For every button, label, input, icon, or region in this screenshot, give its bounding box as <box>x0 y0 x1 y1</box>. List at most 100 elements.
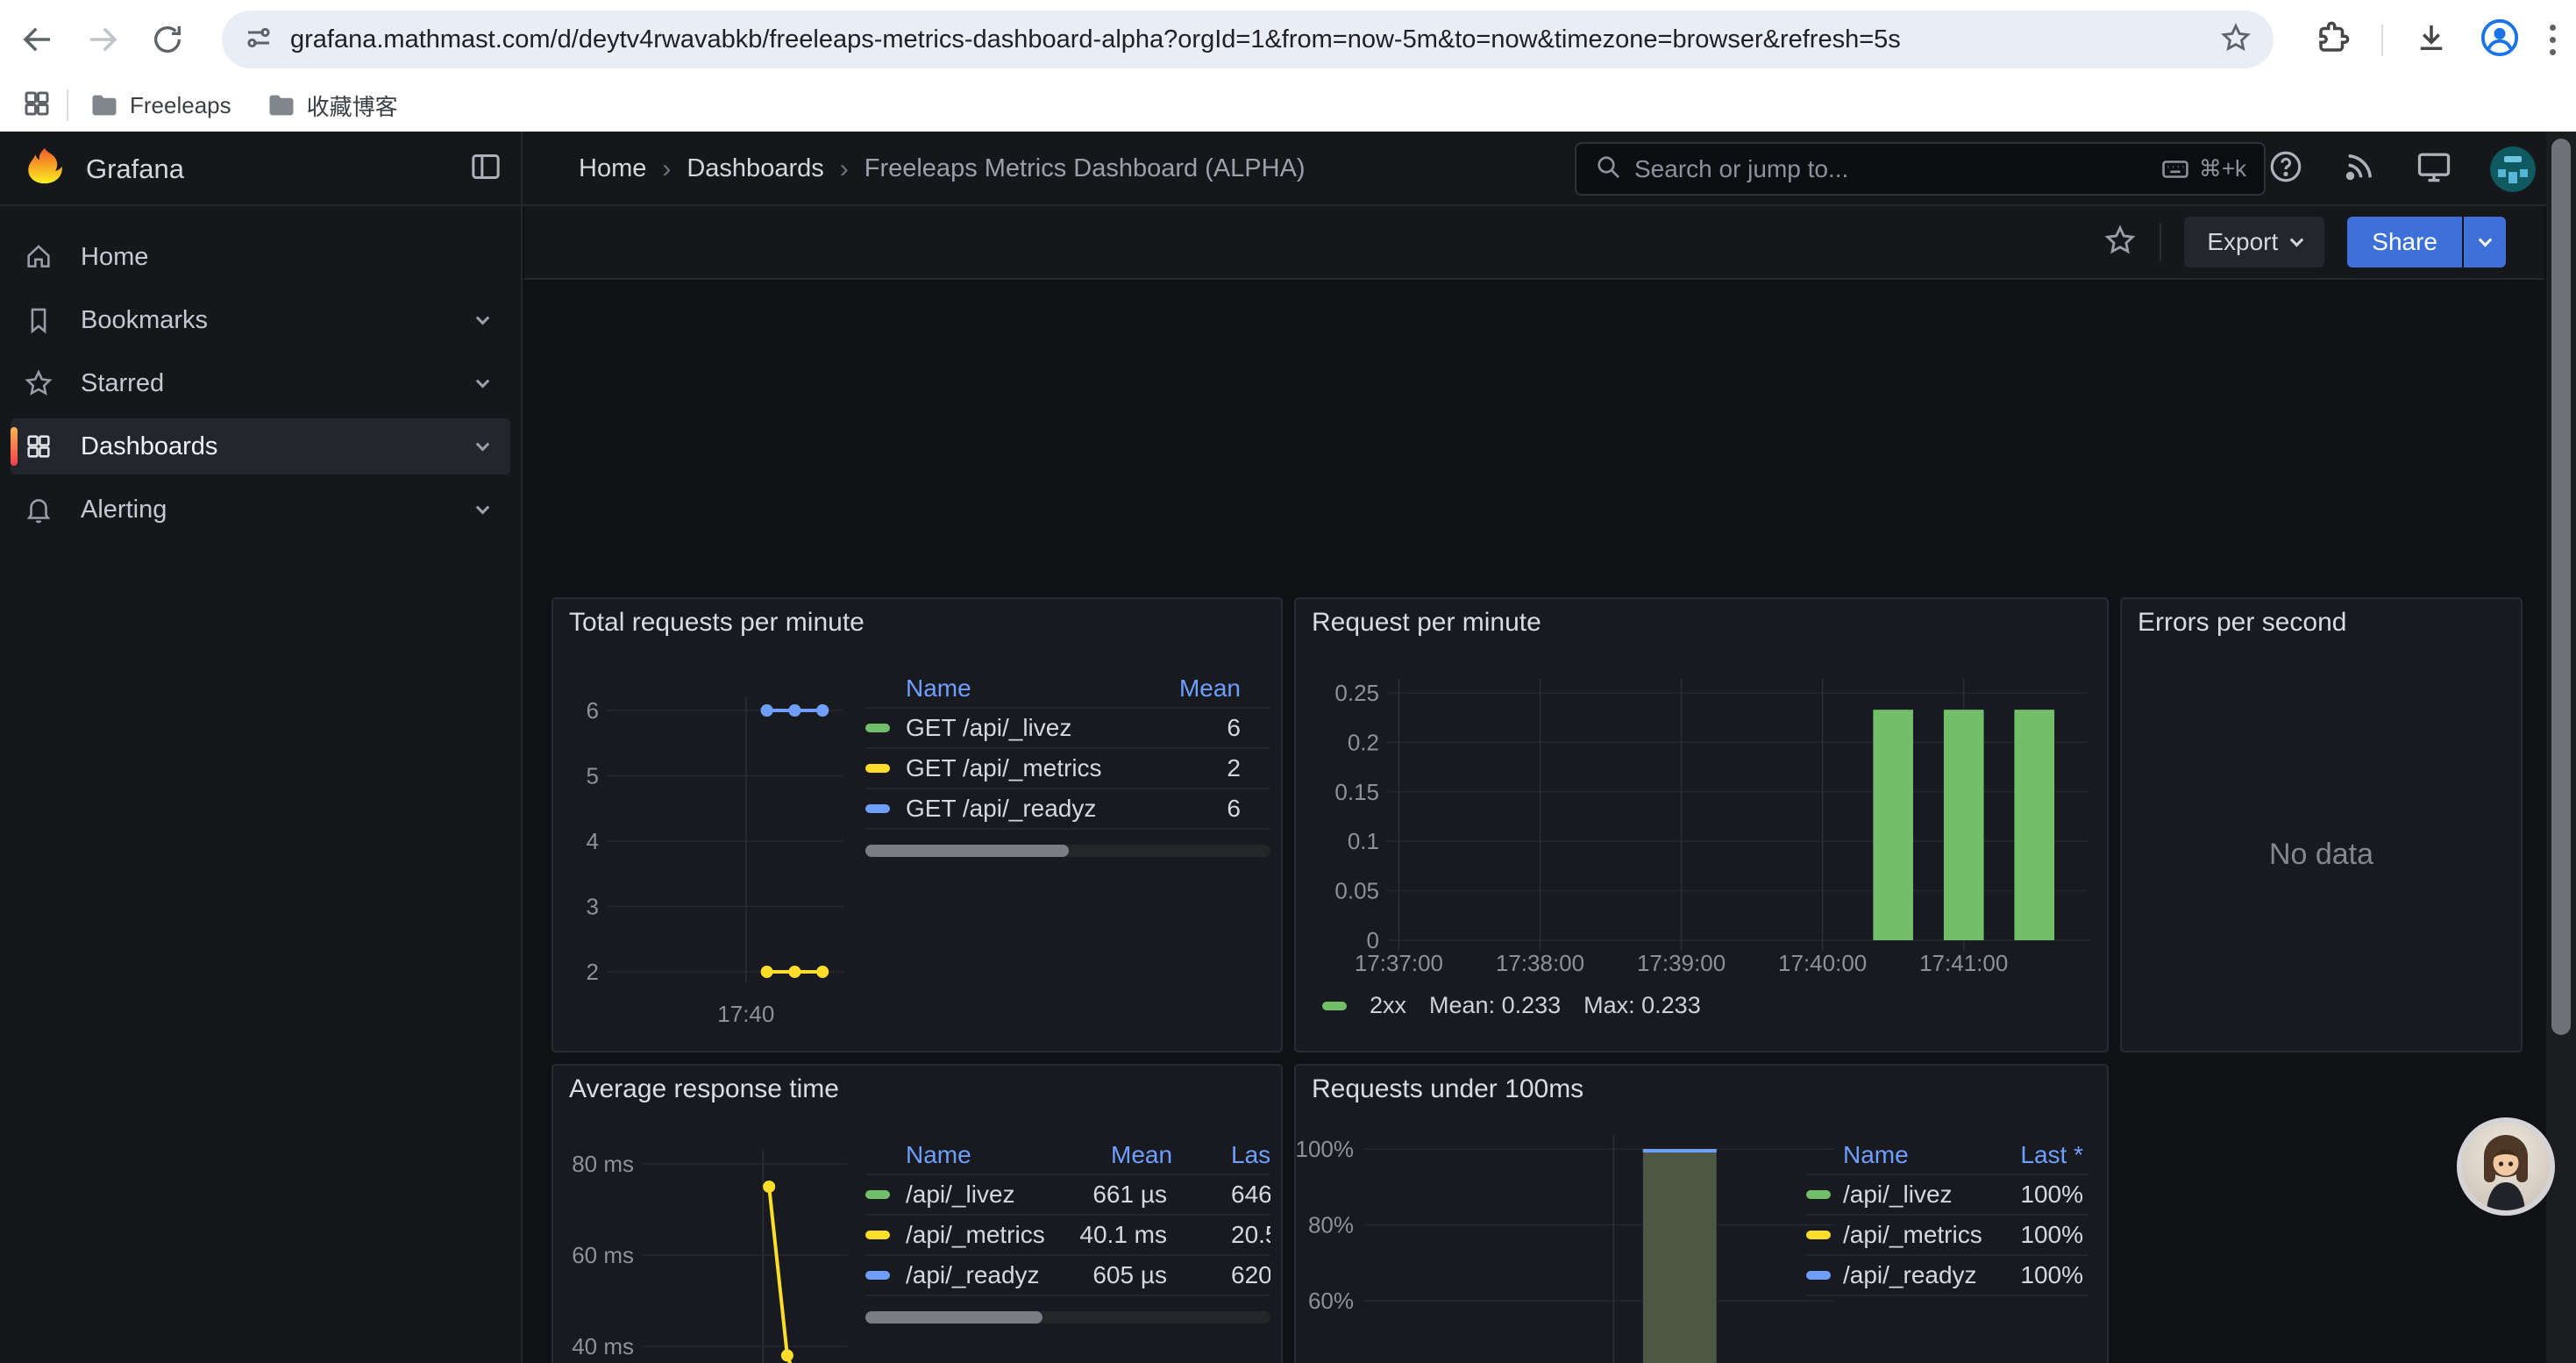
table-header-cell[interactable]: Last * <box>1231 1140 1270 1168</box>
table-scrollbar[interactable] <box>865 1311 1270 1324</box>
site-settings-icon[interactable] <box>243 22 274 58</box>
chart-bar <box>1642 1149 1717 1363</box>
panel-title[interactable]: Requests under 100ms <box>1312 1074 1584 1103</box>
table-cell-value: 661 µs <box>1092 1181 1167 1208</box>
sidebar-item-starred[interactable]: Starred <box>11 355 510 411</box>
news-rss-icon[interactable] <box>2341 148 2378 189</box>
table-row[interactable]: /api/_readyz 100% <box>1806 1256 2089 1296</box>
chevron-down-icon[interactable] <box>475 374 490 388</box>
sidebar-toggle-icon[interactable] <box>468 149 503 189</box>
url-text[interactable]: grafana.mathmast.com/d/deytv4rwavabkb/fr… <box>290 25 1901 54</box>
export-button[interactable]: Export <box>2184 217 2325 268</box>
profile-avatar-icon[interactable] <box>2480 18 2520 62</box>
table-header-cell[interactable]: Last * <box>2020 1140 2083 1168</box>
dashboard-canvas: Total requests per minute 6 5 4 3 2 17:40 Nam… <box>524 282 2544 1363</box>
panel-title[interactable]: Errors per second <box>2138 608 2347 637</box>
table-header-cell[interactable]: Name <box>906 674 971 702</box>
panel-title[interactable]: Request per minute <box>1312 608 1541 637</box>
chart-bar <box>2014 710 2055 940</box>
reload-icon[interactable] <box>147 19 188 60</box>
kiosk-monitor-icon[interactable] <box>2415 147 2453 190</box>
downloads-icon[interactable] <box>2413 19 2450 61</box>
legend-table: Name Mean Last * /api/_livez 661 µs 646 µs/ap… <box>865 1136 1270 1296</box>
header-divider <box>2160 224 2162 260</box>
data-point <box>780 1349 793 1362</box>
toolbar-divider <box>2381 24 2383 56</box>
extensions-icon[interactable] <box>2315 19 2352 61</box>
panel-title[interactable]: Total requests per minute <box>569 608 865 637</box>
table-row[interactable]: /api/_metrics 100% <box>1806 1216 2089 1256</box>
y-tick-label: 0 <box>1367 927 1379 953</box>
bar-chart: 0.25 0.2 0.15 0.1 0.05 017:37:00 17:38:00 17:39… <box>1334 679 2089 976</box>
table-header-cell[interactable]: Name <box>906 1140 971 1168</box>
series-color-pill <box>865 764 890 773</box>
sidebar-item-alerting[interactable]: Alerting <box>11 482 510 538</box>
table-cell-name: /api/_readyz <box>1843 1261 1977 1288</box>
chevron-down-icon[interactable] <box>475 437 490 451</box>
forward-icon[interactable] <box>82 19 123 60</box>
series-color-pill <box>1322 1001 1347 1010</box>
breadcrumb: Home › Dashboards › Freeleaps Metrics Da… <box>579 132 1306 206</box>
table-row[interactable]: /api/_metrics 40.1 ms 20.5 ms <box>865 1216 1270 1256</box>
table-row[interactable]: GET /api/_readyz 6 <box>865 789 1270 830</box>
table-cell-value: 646 µs <box>1231 1181 1270 1208</box>
table-cell-name: /api/_livez <box>1843 1181 1953 1208</box>
legend-table: Name Last * /api/_livez 100% /api/_metrics 10… <box>1806 1136 2089 1296</box>
browser-toolbar: grafana.mathmast.com/d/deytv4rwavabkb/fr… <box>0 0 2576 79</box>
bookmark-folder-blogs[interactable]: 收藏博客 <box>267 89 398 122</box>
bookmarks-bar: Freeleaps 收藏博客 <box>0 79 2576 132</box>
browser-chrome: grafana.mathmast.com/d/deytv4rwavabkb/fr… <box>0 0 2576 132</box>
user-avatar[interactable] <box>2490 146 2536 192</box>
line-chart: 6 5 4 3 2 17:40 <box>587 696 843 1027</box>
sidebar-item-home[interactable]: Home <box>11 229 510 285</box>
table-row[interactable]: /api/_livez 661 µs 646 µs <box>865 1175 1270 1216</box>
y-tick-label: 80% <box>1308 1212 1354 1238</box>
browser-menu-icon[interactable] <box>2550 25 2556 55</box>
share-button[interactable]: Share <box>2347 217 2462 268</box>
table-row[interactable]: /api/_livez 100% <box>1806 1175 2089 1216</box>
table-row[interactable]: /api/_readyz 605 µs 620 µs <box>865 1256 1270 1296</box>
table-header-cell[interactable]: Mean <box>1111 1140 1173 1168</box>
breadcrumb-home[interactable]: Home <box>579 154 647 182</box>
floating-avatar[interactable] <box>2457 1117 2555 1216</box>
back-icon[interactable] <box>18 19 58 60</box>
apps-grid-icon[interactable] <box>21 88 53 124</box>
grafana-logo-icon[interactable] <box>25 146 65 191</box>
chevron-down-icon[interactable] <box>475 500 490 514</box>
y-tick-label: 60 ms <box>572 1242 634 1268</box>
panel-title[interactable]: Average response time <box>569 1074 839 1103</box>
bookmark-folder-freeleaps[interactable]: Freeleaps <box>89 90 231 120</box>
table-cell-name: /api/_livez <box>906 1181 1015 1208</box>
series-color-pill <box>865 804 890 813</box>
breadcrumb-dashboards[interactable]: Dashboards <box>687 154 824 182</box>
chevron-down-icon[interactable] <box>475 310 490 325</box>
y-tick-label: 3 <box>587 894 599 920</box>
table-row[interactable]: GET /api/_livez 6 <box>865 709 1270 749</box>
search-placeholder: Search or jump to... <box>1634 154 1849 182</box>
table-cell-value: 100% <box>2020 1181 2083 1208</box>
table-cell-value: 605 µs <box>1092 1261 1167 1288</box>
chart-bar <box>1873 710 1913 940</box>
help-icon[interactable] <box>2267 148 2304 189</box>
sidebar-item-bookmarks[interactable]: Bookmarks <box>11 292 510 348</box>
series-color-pill <box>1806 1190 1831 1199</box>
sidebar-item-dashboards[interactable]: Dashboards <box>11 418 510 475</box>
table-header-cell[interactable]: Mean <box>1178 674 1241 702</box>
legend-series-name[interactable]: 2xx <box>1370 992 1407 1018</box>
table-cell-name: GET /api/_livez <box>906 714 1072 741</box>
bookmarks-divider <box>67 89 68 121</box>
bookmark-star-icon[interactable] <box>2219 21 2252 59</box>
table-row[interactable]: GET /api/_metrics 2 <box>865 749 1270 789</box>
url-bar[interactable]: grafana.mathmast.com/d/deytv4rwavabkb/fr… <box>222 11 2274 68</box>
search-icon <box>1594 153 1622 185</box>
assistant-avatar-image <box>2462 1123 2550 1210</box>
scrollbar-thumb[interactable] <box>2551 139 2571 1035</box>
search-input[interactable]: Search or jump to... ⌘+k <box>1575 142 2266 196</box>
favorite-star-icon[interactable] <box>2103 224 2137 261</box>
table-cell-name: GET /api/_metrics <box>906 754 1102 781</box>
table-scrollbar[interactable] <box>865 845 1270 857</box>
table-header-cell[interactable]: Name <box>1843 1140 1909 1168</box>
chart-bar <box>1943 710 1984 940</box>
share-menu-button[interactable] <box>2464 217 2506 268</box>
